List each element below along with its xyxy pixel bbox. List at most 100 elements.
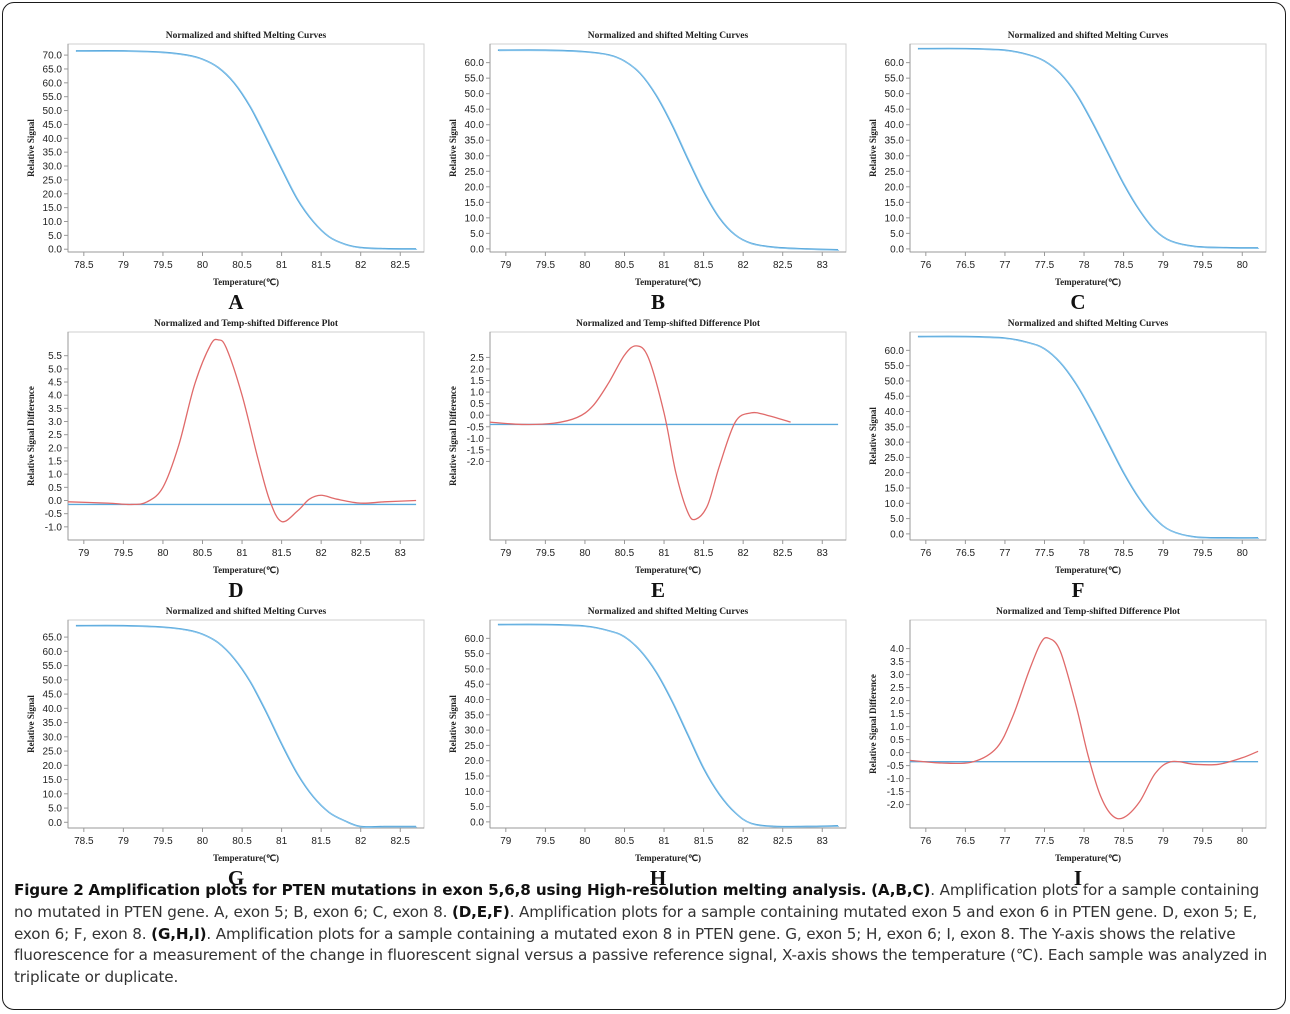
melting-curve-line [497,623,839,828]
y-tick-label: 3.5 [48,404,62,415]
plot-area [489,619,847,829]
melting-curve-replicate-line [76,625,418,828]
chart-title: Normalized and shifted Melting Curves [1008,319,1169,329]
y-tick-label: 4.0 [890,644,904,655]
y-tick-label: 5.0 [890,229,904,240]
y-tick-label: 30.0 [885,438,905,449]
x-tick-label: 79.5 [153,836,173,847]
x-tick-label: 81 [658,260,670,271]
x-tick-label: 83 [395,548,407,559]
x-tick-label: 79 [78,548,90,559]
y-axis-label: Relative Signal Difference [868,674,878,774]
x-tick-label: 79.5 [114,548,134,559]
y-tick-label: 0.0 [470,817,484,828]
melting-curve-replicate-line [498,624,840,828]
y-tick-label: 55.0 [43,92,63,103]
chart-title: Normalized and shifted Melting Curves [588,31,749,41]
y-tick-label: 35.0 [465,136,485,147]
y-tick-label: 65.0 [43,64,63,75]
y-tick-label: 10.0 [465,213,485,224]
x-tick-label: 81 [658,548,670,559]
y-tick-label: 25.0 [43,175,63,186]
y-tick-label: 25.0 [43,747,63,758]
melting-curve-line [75,50,417,250]
y-tick-label: 1.0 [890,722,904,733]
chart-title: Normalized and shifted Melting Curves [1008,31,1169,41]
y-tick-label: 0.0 [48,245,62,256]
figure-label: Figure 2 [14,881,84,899]
chart-svg: Normalized and Temp-shifted Difference P… [868,607,1267,890]
x-tick-label: 79.5 [1193,260,1213,271]
x-axis-label: Temperature(℃) [1055,853,1121,863]
x-tick-label: 77 [999,836,1011,847]
y-tick-label: 55.0 [465,74,485,85]
y-axis-label: Relative Signal [448,119,458,177]
y-tick-label: 5.0 [470,802,484,813]
y-tick-label: 45.0 [465,105,485,116]
x-tick-label: 82.5 [773,836,793,847]
y-tick-label: 60.0 [885,346,905,357]
chart-title: Normalized and Temp-shifted Difference P… [154,319,339,329]
plot-area [909,331,1267,541]
x-tick-label: 76.5 [956,548,976,559]
panel-letter: D [228,578,243,602]
y-tick-label: -1.5 [887,787,905,798]
x-tick-label: 78.5 [74,260,94,271]
y-tick-label: 10.0 [43,789,63,800]
x-axis-label: Temperature(℃) [1055,277,1121,287]
x-tick-label: 76 [920,836,932,847]
melting-curve-replicate-line [918,48,1260,249]
x-tick-label: 81.5 [694,836,714,847]
caption-panel-ref: (D,E,F) [451,902,510,921]
y-tick-label: 35.0 [43,148,63,159]
y-tick-label: 35.0 [885,136,905,147]
melting-curve-replicate-line [498,50,840,251]
chart-panel-g: Normalized and shifted Melting Curves 78.… [20,604,430,904]
y-tick-label: 60.0 [43,78,63,89]
chart-panel-b: Normalized and shifted Melting Curves 79 7… [442,28,852,328]
y-tick-label: 0.0 [890,748,904,759]
y-axis-label: Relative Signal [868,407,878,465]
y-axis-label: Relative Signal [448,695,458,753]
x-tick-label: 80.5 [615,260,635,271]
panel-letter: G [228,866,244,890]
x-tick-label: 82.5 [773,260,793,271]
y-tick-label: 20.0 [43,761,63,772]
x-tick-label: 82 [355,836,367,847]
y-tick-label: -2.0 [887,800,905,811]
x-tick-label: 77 [999,260,1011,271]
x-tick-label: 79.5 [153,260,173,271]
x-tick-label: 80 [157,548,169,559]
x-tick-label: 78 [1078,260,1090,271]
y-tick-label: 55.0 [43,661,63,672]
y-axis-label: Relative Signal [26,119,36,177]
panel-letter: A [228,290,244,314]
x-tick-label: 77.5 [1035,836,1055,847]
y-tick-label: 55.0 [885,74,905,85]
x-tick-label: 79 [1158,836,1170,847]
y-tick-label: -2.0 [467,457,485,468]
x-tick-label: 77 [999,548,1011,559]
y-tick-label: 0.0 [48,818,62,829]
x-tick-label: 79 [1158,260,1170,271]
chart-title: Normalized and shifted Melting Curves [166,607,327,617]
x-tick-label: 79 [500,836,512,847]
y-tick-label: 70.0 [43,51,63,62]
y-tick-label: 25.0 [885,167,905,178]
x-tick-label: 78 [1078,836,1090,847]
y-tick-label: 25.0 [465,167,485,178]
y-tick-label: 40.0 [885,407,905,418]
x-tick-label: 83 [817,836,829,847]
chart-svg: Normalized and shifted Melting Curves 76 7… [868,319,1267,602]
y-tick-label: 5.5 [48,351,62,362]
x-tick-label: 80.5 [615,548,635,559]
difference-curve-line [909,637,1259,820]
x-tick-label: 79.5 [1193,548,1213,559]
x-axis-label: Temperature(℃) [635,853,701,863]
x-tick-label: 76 [920,260,932,271]
x-tick-label: 82 [316,548,328,559]
y-tick-label: 50.0 [43,106,63,117]
melting-curve-replicate-line [76,51,418,250]
y-tick-label: 45.0 [465,680,485,691]
x-axis-label: Temperature(℃) [635,277,701,287]
